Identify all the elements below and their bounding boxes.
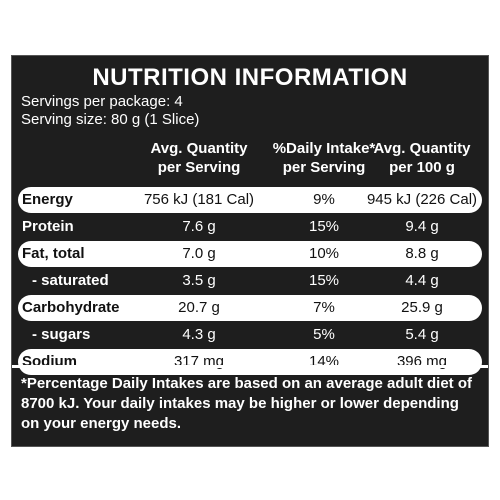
table-row: - sugars 4.3 g 5% 5.4 g <box>18 322 482 348</box>
row-band <box>18 349 482 375</box>
row-label: - saturated <box>32 272 109 289</box>
row-band <box>18 187 482 213</box>
row-label: Carbohydrate <box>22 299 120 316</box>
row-per-serving: 756 kJ (181 Cal) <box>143 191 255 208</box>
table-row: Fat, total 7.0 g 10% 8.8 g <box>18 241 482 267</box>
row-per-serving: 7.0 g <box>182 245 216 262</box>
divider <box>12 365 488 368</box>
table-row: Protein 7.6 g 15% 9.4 g <box>18 214 482 240</box>
header-avg-per-serving: Avg. Quantity per Serving <box>150 140 248 176</box>
table-row: Sodium 317 mg 14% 396 mg <box>18 349 482 375</box>
table-row: Carbohydrate 20.7 g 7% 25.9 g <box>18 295 482 321</box>
row-daily-intake: 9% <box>313 191 335 208</box>
table-row: - saturated 3.5 g 15% 4.4 g <box>18 268 482 294</box>
row-daily-intake: 7% <box>313 299 335 316</box>
serving-size: Serving size: 80 g (1 Slice) <box>21 111 200 128</box>
row-per-serving: 3.5 g <box>182 272 216 289</box>
row-per-100g: 25.9 g <box>401 299 443 316</box>
row-per-100g: 396 mg <box>396 353 448 370</box>
servings-per-package: Servings per package: 4 <box>21 93 183 110</box>
row-band <box>18 241 482 267</box>
row-per-serving: 4.3 g <box>182 326 216 343</box>
row-per-100g: 945 kJ (226 Cal) <box>366 191 478 208</box>
row-per-100g: 5.4 g <box>405 326 439 343</box>
row-per-100g: 8.8 g <box>405 245 439 262</box>
header-avg-per-100g: Avg. Quantity per 100 g <box>373 140 471 176</box>
row-band <box>18 295 482 321</box>
row-per-100g: 4.4 g <box>405 272 439 289</box>
row-per-serving: 20.7 g <box>178 299 220 316</box>
nutrition-table: Avg. Quantity per Serving %Daily Intake* p… <box>18 133 482 376</box>
nutrition-panel: NUTRITION INFORMATION Servings per packa… <box>11 55 489 447</box>
panel-title: NUTRITION INFORMATION <box>92 64 408 91</box>
row-daily-intake: 5% <box>313 326 335 343</box>
row-per-100g: 9.4 g <box>405 218 439 235</box>
row-label: Sodium <box>22 353 77 370</box>
row-daily-intake: 10% <box>308 245 340 262</box>
header-daily-intake: %Daily Intake* per Serving <box>272 140 376 176</box>
row-label: Energy <box>22 191 73 208</box>
row-daily-intake: 15% <box>308 218 340 235</box>
row-per-serving: 7.6 g <box>182 218 216 235</box>
row-per-serving: 317 mg <box>173 353 225 370</box>
table-header: Avg. Quantity per Serving %Daily Intake* p… <box>18 133 482 187</box>
row-label: Fat, total <box>22 245 85 262</box>
table-row: Energy 756 kJ (181 Cal) 9% 945 kJ (226 C… <box>18 187 482 213</box>
footnote: *Percentage Daily Intakes are based on a… <box>21 375 473 432</box>
row-label: Protein <box>22 218 74 235</box>
row-daily-intake: 15% <box>308 272 340 289</box>
row-label: - sugars <box>32 326 91 343</box>
